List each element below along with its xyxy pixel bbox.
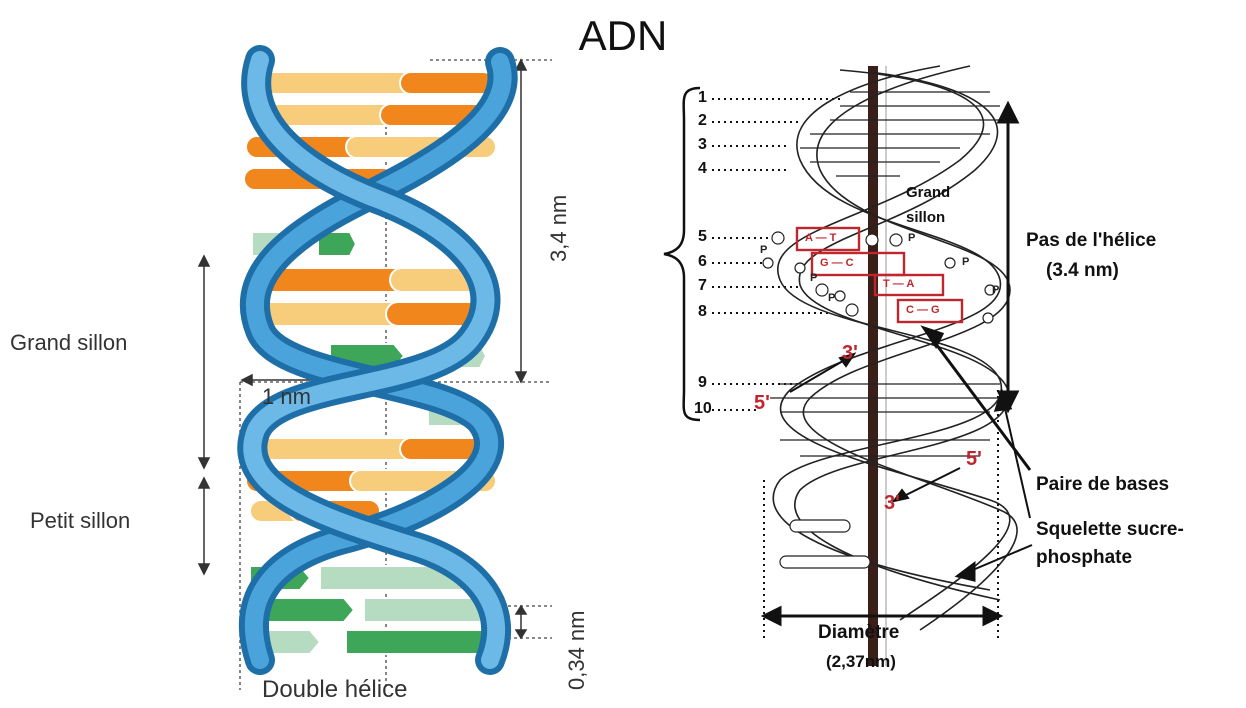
brace xyxy=(663,86,701,422)
level-number-7: 7 xyxy=(698,277,707,294)
level-number-6: 6 xyxy=(698,253,707,270)
pas-helice-label: Pas de l'hélice xyxy=(1026,230,1157,251)
phosphate-label: P xyxy=(962,256,970,268)
base-pair-at: A — T xyxy=(805,232,837,244)
squelette-label: Squelette sucre-phosphate xyxy=(1036,519,1184,568)
base-pair-gc: G — C xyxy=(820,257,854,269)
grand-sillon-label: Grand sillon xyxy=(10,330,128,355)
level-number-5: 5 xyxy=(698,228,707,245)
level-number-4: 4 xyxy=(698,160,707,177)
level-number-3: 3 xyxy=(698,136,707,153)
level-number-10: 10 xyxy=(694,400,712,417)
phosphate-label: P xyxy=(828,292,836,304)
prime-label-5b: 5' xyxy=(966,448,982,470)
level-number-2: 2 xyxy=(698,112,707,129)
prime-label-3: 3' xyxy=(842,342,858,364)
grand-sillon-right-label: Grand sillon xyxy=(906,184,951,226)
phosphate-label: P xyxy=(992,284,1000,296)
paire-de-bases-label: Paire de bases xyxy=(1036,474,1170,495)
double-helice-caption: Double hélice xyxy=(262,676,408,703)
diagram-title: ADN xyxy=(578,12,668,59)
level-number-9: 9 xyxy=(698,374,707,391)
phosphate-label: P xyxy=(810,272,818,284)
prime-label-5: 5' xyxy=(754,392,770,414)
diametre-value: (2,37nm) xyxy=(826,652,896,671)
width-label: 1 nm xyxy=(262,384,311,409)
base-pair-ta: T — A xyxy=(883,278,915,290)
petit-sillon-label: Petit sillon xyxy=(30,508,131,533)
helix-axis xyxy=(868,66,878,666)
level-number-8: 8 xyxy=(698,303,707,320)
base-pair-cg: C — G xyxy=(906,304,940,316)
level-number-1: 1 xyxy=(698,89,707,106)
pas-helice-value: (3.4 nm) xyxy=(1046,260,1119,281)
phosphate-label: P xyxy=(760,244,768,256)
phosphate-label: P xyxy=(908,232,916,244)
prime-label-3b: 3' xyxy=(884,492,900,514)
diametre-label: Diamètre xyxy=(818,622,900,643)
base-pairs-green xyxy=(247,231,492,655)
